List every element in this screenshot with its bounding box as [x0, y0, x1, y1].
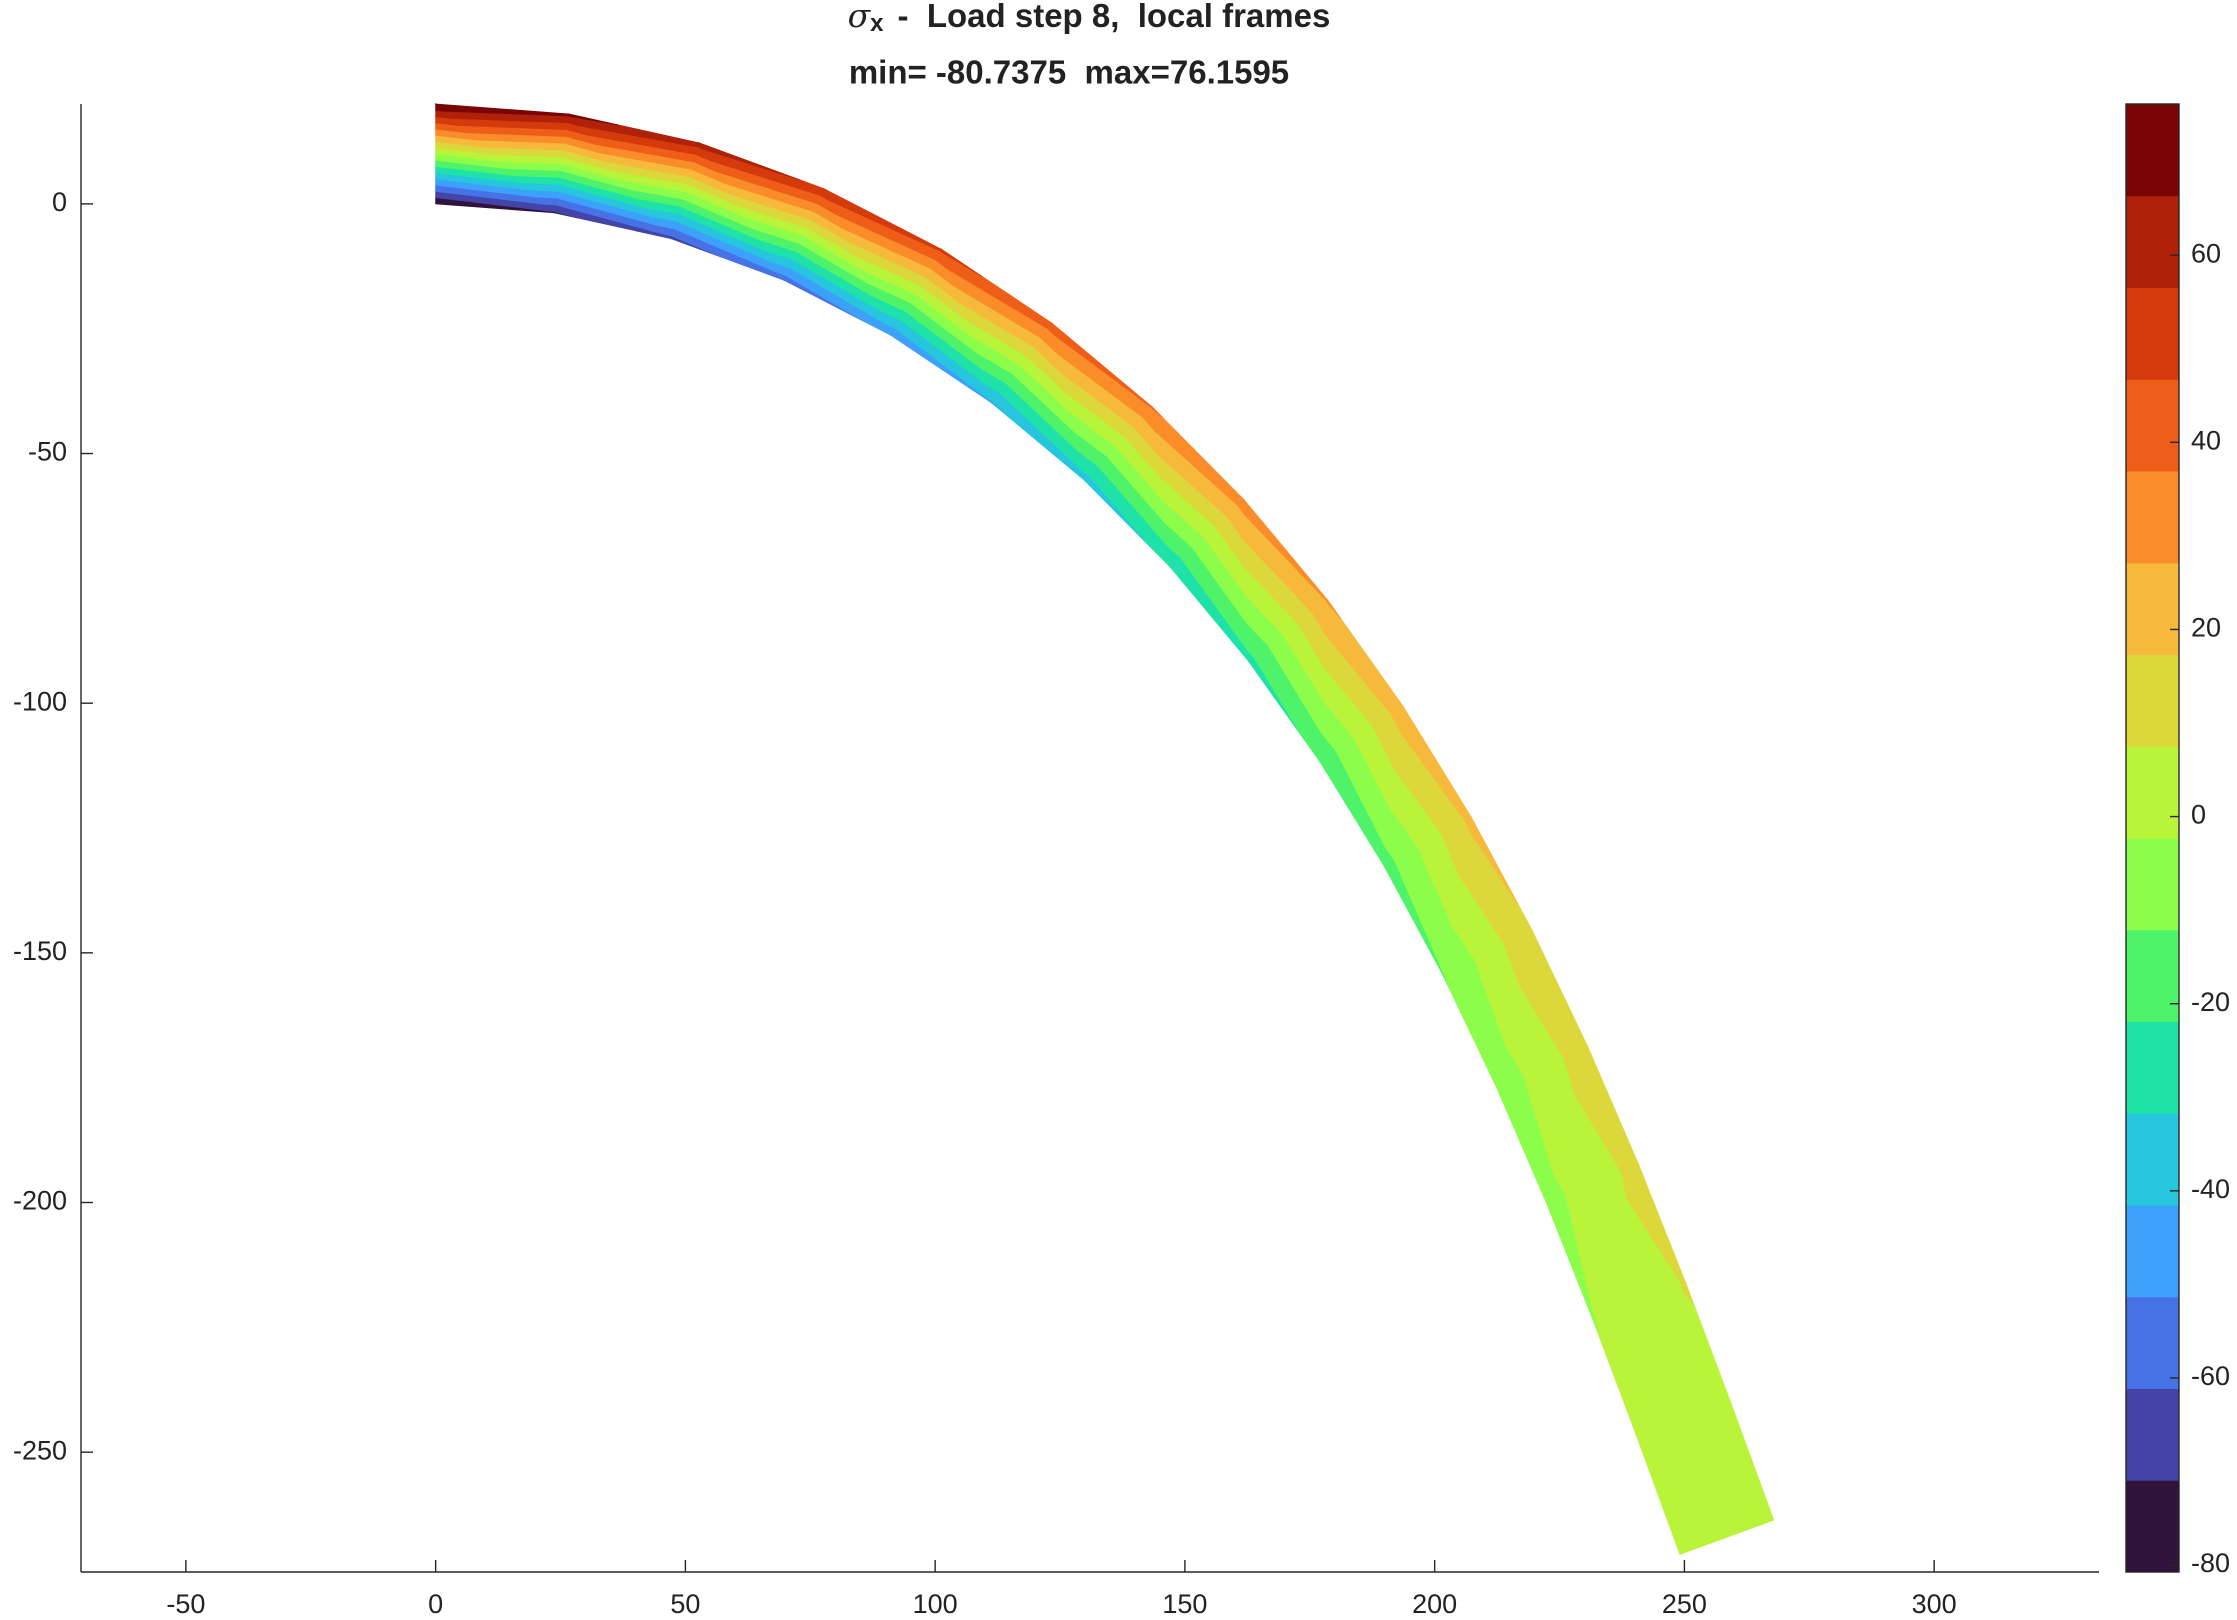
x-tick-label: -50: [166, 1589, 205, 1619]
colorbar-band: [2126, 379, 2179, 472]
colorbar-band: [2126, 287, 2179, 380]
stress-patch: [1151, 406, 1153, 410]
colorbar-band: [2126, 195, 2179, 288]
title-subscript: x: [870, 10, 884, 37]
colorbar-band: [2126, 1296, 2179, 1389]
colorbar-band: [2126, 471, 2179, 564]
stress-patch: [1326, 599, 1329, 605]
colorbar-tick-label: 0: [2191, 800, 2206, 830]
colorbar-tick-label: -60: [2191, 1361, 2230, 1391]
colorbar-tick-label: 40: [2191, 425, 2221, 455]
x-tick-label: 100: [913, 1589, 958, 1619]
colorbar-tick-label: -80: [2191, 1548, 2230, 1578]
stress-patch: [1620, 1163, 1639, 1202]
colorbar-band: [2126, 1113, 2179, 1206]
x-tick-label: 200: [1412, 1589, 1457, 1619]
x-tick-label: 50: [670, 1589, 700, 1619]
stress-patch: [1046, 321, 1055, 336]
title-symbol: σ: [848, 0, 872, 35]
x-tick-label: 250: [1662, 1589, 1707, 1619]
stress-patch: [1562, 1045, 1589, 1096]
stress-patch: [820, 187, 831, 202]
colorbar-tick-label: 60: [2191, 238, 2221, 268]
chart-title: σx - Load step 8, local frames: [848, 0, 1331, 37]
colorbar-band: [2126, 654, 2179, 747]
stress-patch: [1503, 929, 1533, 988]
colorbar-band: [2126, 1205, 2179, 1298]
colorbar-tick-label: 20: [2191, 613, 2221, 643]
colorbar-band: [2126, 1021, 2179, 1114]
colorbar-frame: [2125, 103, 2180, 1573]
x-tick-label: 0: [428, 1589, 443, 1619]
stress-patch: [568, 113, 573, 118]
chart-subtitle: min= -80.7375 max=76.1595: [849, 54, 1289, 91]
stress-patch: [939, 248, 944, 255]
stress-patch: [1636, 1400, 1731, 1556]
colorbar-band: [2126, 1388, 2179, 1481]
stress-patch: [1464, 815, 1472, 831]
y-tick-label: -150: [13, 936, 67, 966]
title-text: - Load step 8, local frames: [898, 0, 1331, 34]
y-tick-label: 0: [52, 187, 67, 217]
colorbar-band: [2126, 1480, 2179, 1573]
x-tick-label: 300: [1912, 1589, 1957, 1619]
colorbar-band: [2126, 838, 2179, 931]
y-tick-label: -50: [28, 437, 67, 467]
stress-patch: [1681, 1281, 1687, 1292]
stress-patch: [697, 141, 705, 151]
x-tick-label: 150: [1162, 1589, 1207, 1619]
y-tick-label: -100: [13, 686, 67, 716]
colorbar-band: [2126, 562, 2179, 655]
colorbar-tick-label: -40: [2191, 1174, 2230, 1204]
colorbar-tick-label: -20: [2191, 987, 2230, 1017]
colorbar-band: [2126, 929, 2179, 1022]
y-tick-label: -250: [13, 1435, 67, 1465]
stress-patch: [1237, 499, 1246, 517]
colorbar-band: [2126, 746, 2179, 839]
colorbar-band: [2126, 104, 2179, 197]
y-tick-label: -200: [13, 1186, 67, 1216]
stress-patch: [1390, 705, 1404, 734]
stress-patch: [435, 103, 445, 112]
